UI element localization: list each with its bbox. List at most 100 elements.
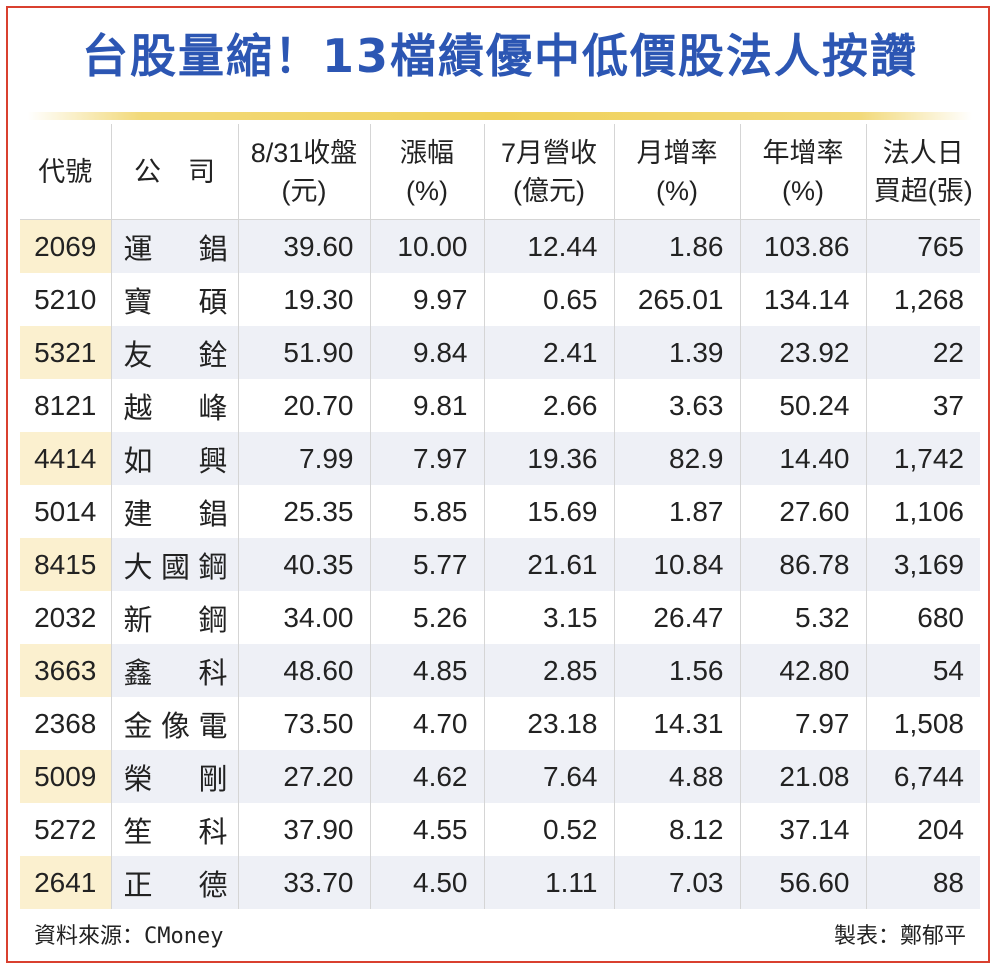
july-revenue-cell: 1.11 [483, 856, 614, 909]
header-july-revenue: 7月營收 (億元) [483, 124, 614, 220]
close-price-cell: 7.99 [237, 432, 370, 485]
header-code: 代號 [20, 124, 111, 220]
price-change-cell: 7.97 [369, 432, 484, 485]
price-change-cell: 9.84 [369, 326, 484, 379]
header-mom-growth: 月增率 (%) [613, 124, 740, 220]
yoy-growth-cell: 27.60 [739, 485, 866, 538]
stock-code-cell: 2032 [34, 601, 97, 633]
mom-growth-cell: 7.03 [613, 856, 740, 909]
institutional-net-buy-cell: 37 [865, 379, 980, 432]
yoy-growth-cell: 21.08 [739, 750, 866, 803]
table-row: 2368 金像電 73.50 4.70 23.18 14.31 7.97 1,508 [20, 697, 980, 750]
mom-growth-cell: 4.88 [613, 750, 740, 803]
stock-code-cell: 8121 [34, 389, 97, 421]
close-price-cell: 27.20 [237, 750, 370, 803]
july-revenue-cell: 0.52 [483, 803, 614, 856]
stock-code-cell: 4414 [20, 432, 111, 485]
yoy-growth-cell: 14.40 [739, 432, 866, 485]
july-revenue-cell: 12.44 [483, 219, 614, 273]
july-revenue-cell: 2.85 [483, 644, 614, 697]
institutional-net-buy-cell: 6,744 [865, 750, 980, 803]
company-name-cell: 榮剛 [110, 750, 238, 803]
stock-code-cell: 3663 [20, 644, 111, 697]
company-name-cell: 越峰 [110, 379, 238, 432]
company-name-cell: 金像電 [110, 697, 238, 750]
institutional-net-buy-cell: 1,508 [865, 697, 980, 750]
company-name-cell: 如興 [110, 432, 238, 485]
price-change-cell: 4.70 [369, 697, 484, 750]
july-revenue-cell: 3.15 [483, 591, 614, 644]
price-change-cell: 5.85 [369, 485, 484, 538]
institutional-net-buy-cell: 1,742 [865, 432, 980, 485]
table-row: 5014 建錩 25.35 5.85 15.69 1.87 27.60 1,106 [20, 485, 980, 538]
stock-code-cell: 2641 [20, 856, 111, 909]
company-name-cell: 大國鋼 [110, 538, 238, 591]
stock-code-cell: 5014 [34, 495, 97, 527]
price-change-cell: 4.62 [369, 750, 484, 803]
institutional-net-buy-cell: 1,106 [865, 485, 980, 538]
mom-growth-cell: 8.12 [613, 803, 740, 856]
july-revenue-cell: 21.61 [483, 538, 614, 591]
mom-growth-cell: 26.47 [613, 591, 740, 644]
yoy-growth-cell: 37.14 [739, 803, 866, 856]
mom-growth-cell: 1.87 [613, 485, 740, 538]
price-change-cell: 9.97 [369, 273, 484, 326]
yoy-growth-cell: 5.32 [739, 591, 866, 644]
mom-growth-cell: 3.63 [613, 379, 740, 432]
table-row: 2069 運錩 39.60 10.00 12.44 1.86 103.86 765 [20, 219, 980, 273]
price-change-cell: 4.50 [369, 856, 484, 909]
institutional-net-buy-cell: 22 [865, 326, 980, 379]
close-price-cell: 39.60 [237, 219, 370, 273]
mom-growth-cell: 14.31 [613, 697, 740, 750]
institutional-net-buy-cell: 54 [865, 644, 980, 697]
yoy-growth-cell: 42.80 [739, 644, 866, 697]
july-revenue-cell: 15.69 [483, 485, 614, 538]
close-price-cell: 20.70 [237, 379, 370, 432]
price-change-cell: 5.26 [369, 591, 484, 644]
table-row: 8415 大國鋼 40.35 5.77 21.61 10.84 86.78 3,169 [20, 538, 980, 591]
close-price-cell: 40.35 [237, 538, 370, 591]
yoy-growth-cell: 56.60 [739, 856, 866, 909]
company-name-cell: 運錩 [110, 219, 238, 273]
price-change-cell: 10.00 [369, 219, 484, 273]
company-name-cell: 友銓 [110, 326, 238, 379]
table-row: 5210 寶碩 19.30 9.97 0.65 265.01 134.14 1,268 [20, 273, 980, 326]
institutional-net-buy-cell: 3,169 [865, 538, 980, 591]
page-title: 台股量縮！13檔績優中低價股法人按讚 [81, 29, 918, 83]
stock-code-cell: 2069 [20, 219, 111, 273]
close-price-cell: 25.35 [237, 485, 370, 538]
stock-code-cell: 2368 [34, 707, 97, 739]
stock-code-cell: 8415 [20, 538, 111, 591]
mom-growth-cell: 1.86 [613, 219, 740, 273]
company-name-cell: 正德 [110, 856, 238, 909]
table-row: 3663 鑫科 48.60 4.85 2.85 1.56 42.80 54 [20, 644, 980, 697]
close-price-cell: 19.30 [237, 273, 370, 326]
stock-code-cell: 5321 [20, 326, 111, 379]
july-revenue-cell: 23.18 [483, 697, 614, 750]
close-price-cell: 33.70 [237, 856, 370, 909]
company-name-cell: 建錩 [110, 485, 238, 538]
close-price-cell: 37.90 [237, 803, 370, 856]
yoy-growth-cell: 86.78 [739, 538, 866, 591]
company-name-cell: 寶碩 [110, 273, 238, 326]
institutional-net-buy-cell: 1,268 [865, 273, 980, 326]
yoy-growth-cell: 103.86 [739, 219, 866, 273]
table-row: 4414 如興 7.99 7.97 19.36 82.9 14.40 1,742 [20, 432, 980, 485]
table-header-row: 代號 公 司 8/31收盤 (元) 漲幅 (%) 7月營收 (億元) 月增率 (%) 年… [20, 124, 980, 220]
credit-note: 製表：鄭郁平 [833, 924, 966, 949]
company-name-cell: 笙科 [110, 803, 238, 856]
close-price-cell: 73.50 [237, 697, 370, 750]
mom-growth-cell: 10.84 [613, 538, 740, 591]
close-price-cell: 48.60 [237, 644, 370, 697]
stock-table: 代號 公 司 8/31收盤 (元) 漲幅 (%) 7月營收 (億元) 月增率 (%) 年… [20, 124, 980, 909]
yoy-growth-cell: 50.24 [739, 379, 866, 432]
table-row: 5321 友銓 51.90 9.84 2.41 1.39 23.92 22 [20, 326, 980, 379]
header-change: 漲幅 (%) [369, 124, 484, 220]
header-company: 公 司 [110, 124, 238, 220]
july-revenue-cell: 2.66 [483, 379, 614, 432]
company-name-cell: 新鋼 [110, 591, 238, 644]
table-row: 8121 越峰 20.70 9.81 2.66 3.63 50.24 37 [20, 379, 980, 432]
yoy-growth-cell: 7.97 [739, 697, 866, 750]
mom-growth-cell: 265.01 [613, 273, 740, 326]
july-revenue-cell: 0.65 [483, 273, 614, 326]
